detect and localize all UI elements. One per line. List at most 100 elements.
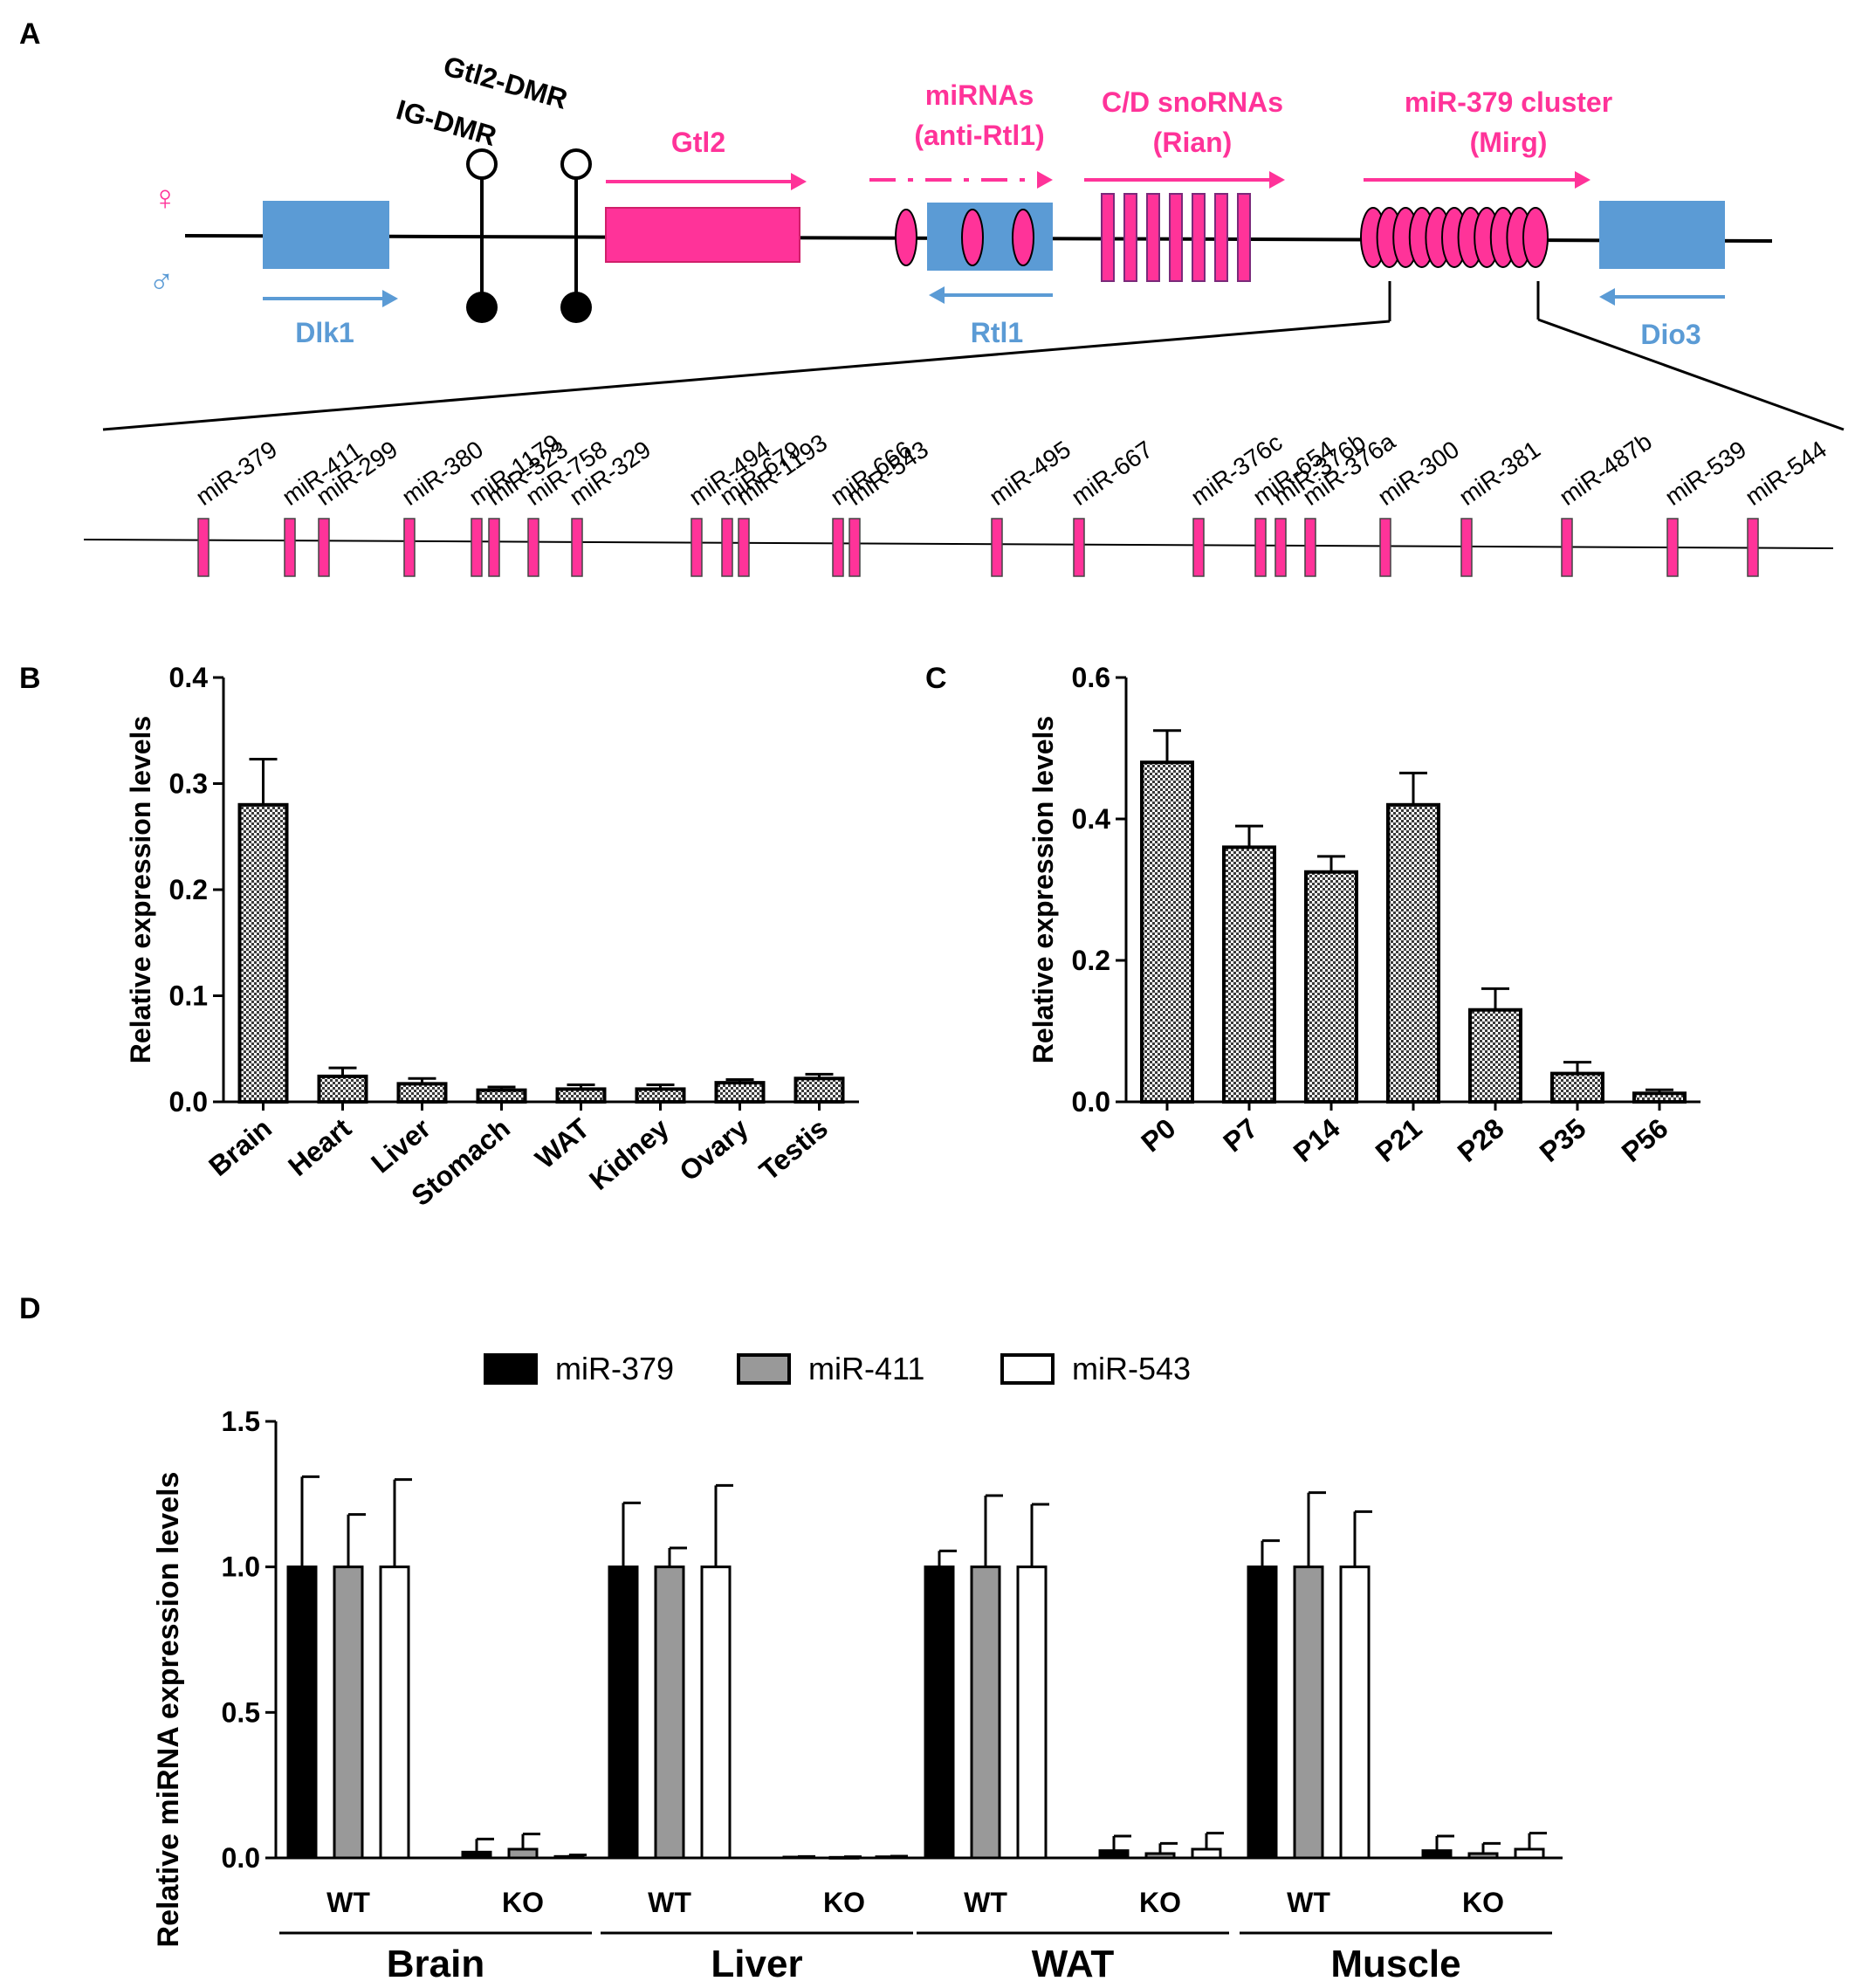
dlk1-label: Dlk1 — [295, 317, 354, 348]
x-tick-label: P56 — [1616, 1112, 1674, 1168]
y-tick-label: 0.0 — [222, 1842, 260, 1874]
mirna-bar — [1561, 518, 1573, 577]
x-tick-label: Testis — [753, 1112, 834, 1187]
snorna-bar — [1123, 193, 1137, 282]
panel-label-c: C — [925, 662, 947, 695]
mirna-bar — [738, 518, 750, 577]
panel-label-a: A — [19, 17, 41, 51]
mirna-bar — [571, 518, 583, 577]
mirg-arrowhead — [1575, 171, 1590, 189]
gene-map: ♀ ♂ Dlk1 IG-DMR Gtl2-DMR Gtl2 miRNAs (an… — [83, 50, 1845, 577]
tissue-label: Muscle — [1330, 1943, 1460, 1985]
y-tick-label: 0.3 — [169, 768, 208, 800]
mirg-label: (Mirg) — [1470, 127, 1548, 158]
x-tick-label: P35 — [1534, 1112, 1592, 1168]
mirna-bar — [197, 518, 210, 577]
mirna-bar — [1274, 518, 1287, 577]
panel-label-b: B — [19, 662, 41, 695]
bar — [1016, 1565, 1048, 1860]
chart-b-tissue-expression: 0.0 0.1 0.2 0.3 0.4 Relative expression level… — [125, 662, 859, 1212]
x-tick-label: Liver — [365, 1112, 436, 1180]
dlk1-box — [263, 201, 389, 269]
gtl2-box — [605, 207, 800, 263]
mirnas-label: miRNAs — [925, 79, 1034, 111]
x-tick-label: Kidney — [583, 1112, 675, 1196]
snorna-bar — [1169, 193, 1183, 282]
gtl2-dmr-unmethylated — [560, 148, 592, 180]
mirna-bar — [991, 518, 1003, 577]
legend-swatch — [1000, 1353, 1055, 1385]
y-tick-label: 0.1 — [169, 980, 208, 1012]
snorna-bar — [1101, 193, 1115, 282]
bar — [1222, 845, 1276, 1104]
bar — [1304, 870, 1358, 1104]
mirna-bar — [403, 518, 416, 577]
bar — [608, 1565, 639, 1860]
condition-label: WT — [326, 1887, 370, 1918]
x-tick-label: P28 — [1452, 1112, 1510, 1168]
bar — [700, 1565, 732, 1860]
tissue-label: Liver — [711, 1943, 802, 1985]
anti-rtl1-label: (anti-Rtl1) — [914, 120, 1044, 151]
x-tick-label: Ovary — [673, 1112, 754, 1187]
snorna-bar — [1237, 193, 1251, 282]
condition-label: WT — [648, 1887, 691, 1918]
rian-label: (Rian) — [1153, 127, 1233, 158]
y-tick-label: 0.4 — [169, 662, 209, 693]
bar — [714, 1081, 766, 1104]
dio3-arrowhead — [1599, 288, 1615, 306]
gtl2-dmr-methylated — [560, 292, 592, 323]
bar — [379, 1565, 410, 1860]
snorna-bar — [1214, 193, 1228, 282]
chart-c-postnatal-expression: 0.0 0.2 0.4 0.6 Relative expression levels P0… — [1027, 662, 1700, 1168]
condition-label: KO — [1462, 1887, 1504, 1918]
legend-label: miR-379 — [555, 1351, 674, 1386]
gtl2-label: Gtl2 — [671, 127, 725, 158]
x-tick-label: Heart — [282, 1112, 357, 1182]
snorna-label: C/D snoRNAs — [1102, 86, 1283, 118]
mirna-track-line — [83, 539, 1834, 549]
y-axis-label: Relative miRNA expression levels — [152, 1472, 185, 1948]
bar — [553, 1854, 585, 1860]
bar — [286, 1565, 318, 1860]
condition-label: KO — [1139, 1887, 1181, 1918]
chart-d-knockout-expression: 0.0 0.5 1.0 1.5 Relative miRNA expression le… — [152, 1351, 1563, 1985]
mirna-label: miR-495 — [985, 436, 1075, 511]
rtl1-label: Rtl1 — [971, 317, 1023, 348]
ig-dmr-label: IG-DMR — [393, 93, 500, 152]
legend-label: miR-411 — [808, 1351, 924, 1386]
mirna-label: miR-539 — [1660, 436, 1751, 511]
mir379-cluster-label: miR-379 cluster — [1405, 86, 1612, 118]
x-tick-label: P21 — [1370, 1112, 1428, 1168]
bar — [1514, 1847, 1545, 1860]
mirna-bar — [848, 518, 861, 577]
y-tick-label: 0.4 — [1072, 803, 1111, 835]
tissue-label: Brain — [387, 1943, 484, 1985]
male-symbol: ♂ — [148, 263, 175, 301]
mirna-bar — [284, 518, 296, 577]
y-tick-label: 0.0 — [1072, 1086, 1110, 1118]
bar — [970, 1565, 1001, 1860]
mirna-track: miR-379miR-411miR-299miR-380miR-1179miR-… — [191, 428, 1831, 577]
bar — [333, 1565, 364, 1860]
mirna-bar — [1304, 518, 1316, 577]
mirna-bar — [488, 518, 500, 577]
mirna-bar — [1073, 518, 1085, 577]
zoom-line-right — [1537, 318, 1845, 431]
legend-swatch — [484, 1353, 538, 1385]
tissue-label: WAT — [1032, 1943, 1115, 1985]
y-tick-label: 0.0 — [169, 1086, 208, 1118]
bar — [237, 802, 289, 1104]
legend-swatch — [737, 1353, 791, 1385]
bar — [1386, 802, 1440, 1104]
ig-dmr-methylated — [466, 292, 498, 323]
cluster-mirna — [1522, 207, 1549, 268]
mirna-bar — [1747, 518, 1759, 577]
panel-label-d: D — [19, 1292, 41, 1325]
mirna-bar — [471, 518, 483, 577]
female-symbol: ♀ — [152, 179, 178, 217]
rian-arrowhead — [1269, 171, 1285, 189]
mirna-label: miR-487b — [1555, 428, 1657, 511]
condition-label: KO — [502, 1887, 544, 1918]
mirna-label: miR-381 — [1454, 436, 1545, 511]
